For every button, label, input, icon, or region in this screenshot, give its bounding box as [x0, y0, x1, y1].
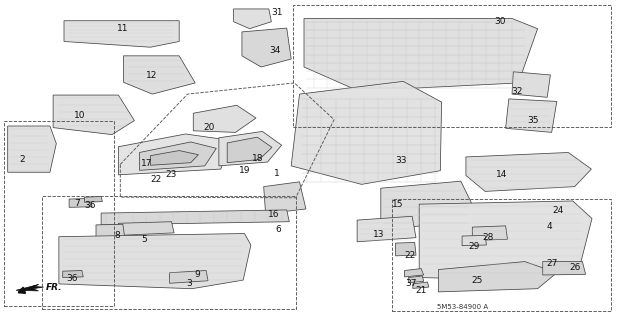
Text: 20: 20 — [203, 123, 214, 132]
Text: 15: 15 — [392, 200, 404, 209]
Polygon shape — [543, 262, 586, 275]
Text: 14: 14 — [496, 170, 508, 179]
Text: 4: 4 — [547, 222, 552, 231]
Polygon shape — [64, 21, 179, 47]
Text: 33: 33 — [395, 156, 406, 165]
Text: 12: 12 — [146, 71, 157, 80]
Polygon shape — [396, 242, 416, 256]
Text: 37: 37 — [406, 279, 417, 288]
Text: 21: 21 — [415, 286, 427, 295]
Polygon shape — [506, 99, 557, 132]
Polygon shape — [413, 282, 429, 288]
Polygon shape — [466, 152, 591, 191]
Polygon shape — [438, 262, 557, 292]
Text: 1: 1 — [274, 169, 279, 178]
Polygon shape — [193, 105, 256, 132]
Polygon shape — [227, 137, 272, 163]
Polygon shape — [419, 201, 592, 280]
Text: 8: 8 — [115, 231, 120, 240]
Text: 22: 22 — [404, 251, 416, 260]
Text: 7: 7 — [75, 199, 80, 208]
Text: 23: 23 — [166, 170, 177, 179]
Polygon shape — [291, 81, 442, 184]
Polygon shape — [242, 28, 291, 67]
Polygon shape — [118, 222, 174, 235]
Text: 30: 30 — [495, 17, 506, 26]
Text: 10: 10 — [74, 111, 86, 120]
Text: 19: 19 — [239, 167, 251, 175]
Text: 36: 36 — [84, 201, 95, 210]
Text: 9: 9 — [195, 270, 200, 279]
Polygon shape — [101, 210, 289, 225]
Polygon shape — [16, 285, 44, 291]
Polygon shape — [264, 182, 306, 214]
Polygon shape — [8, 126, 56, 172]
Text: 2: 2 — [19, 155, 24, 164]
Text: FR.: FR. — [46, 283, 63, 292]
Polygon shape — [472, 226, 508, 241]
Polygon shape — [512, 72, 550, 97]
Polygon shape — [462, 235, 486, 246]
Text: 16: 16 — [268, 210, 279, 219]
Polygon shape — [96, 224, 125, 239]
Polygon shape — [304, 19, 538, 91]
Text: 11: 11 — [117, 24, 129, 33]
Polygon shape — [381, 181, 474, 229]
Polygon shape — [140, 142, 216, 170]
Polygon shape — [63, 271, 83, 278]
Text: 35: 35 — [527, 116, 539, 125]
Text: 36: 36 — [67, 274, 78, 283]
Bar — [392, 199, 611, 311]
Polygon shape — [69, 198, 92, 207]
Text: 3: 3 — [186, 279, 191, 288]
Polygon shape — [219, 131, 282, 166]
Polygon shape — [53, 95, 134, 135]
Text: 6: 6 — [276, 225, 281, 234]
Polygon shape — [124, 56, 195, 94]
Bar — [4, 121, 114, 306]
Text: 34: 34 — [269, 46, 281, 55]
Polygon shape — [118, 134, 230, 175]
Polygon shape — [84, 197, 102, 202]
Text: 27: 27 — [546, 259, 557, 268]
Text: 29: 29 — [468, 242, 480, 251]
Text: 24: 24 — [552, 206, 564, 215]
Polygon shape — [357, 216, 416, 242]
Text: 5M53-84900 A: 5M53-84900 A — [437, 304, 488, 310]
Text: 26: 26 — [570, 263, 581, 272]
Polygon shape — [234, 9, 271, 29]
Polygon shape — [59, 234, 251, 289]
Text: 28: 28 — [483, 233, 494, 242]
Bar — [293, 5, 611, 127]
Text: 17: 17 — [141, 160, 153, 168]
Polygon shape — [404, 269, 424, 277]
Text: 31: 31 — [271, 8, 283, 17]
Polygon shape — [150, 151, 198, 165]
Text: 22: 22 — [150, 175, 161, 184]
Text: 5: 5 — [141, 235, 147, 244]
Text: 18: 18 — [252, 154, 264, 163]
Polygon shape — [408, 276, 424, 283]
Polygon shape — [170, 271, 208, 283]
Text: 13: 13 — [373, 230, 385, 239]
Text: 25: 25 — [471, 276, 483, 285]
Text: 32: 32 — [511, 87, 523, 96]
Bar — [42, 196, 296, 309]
